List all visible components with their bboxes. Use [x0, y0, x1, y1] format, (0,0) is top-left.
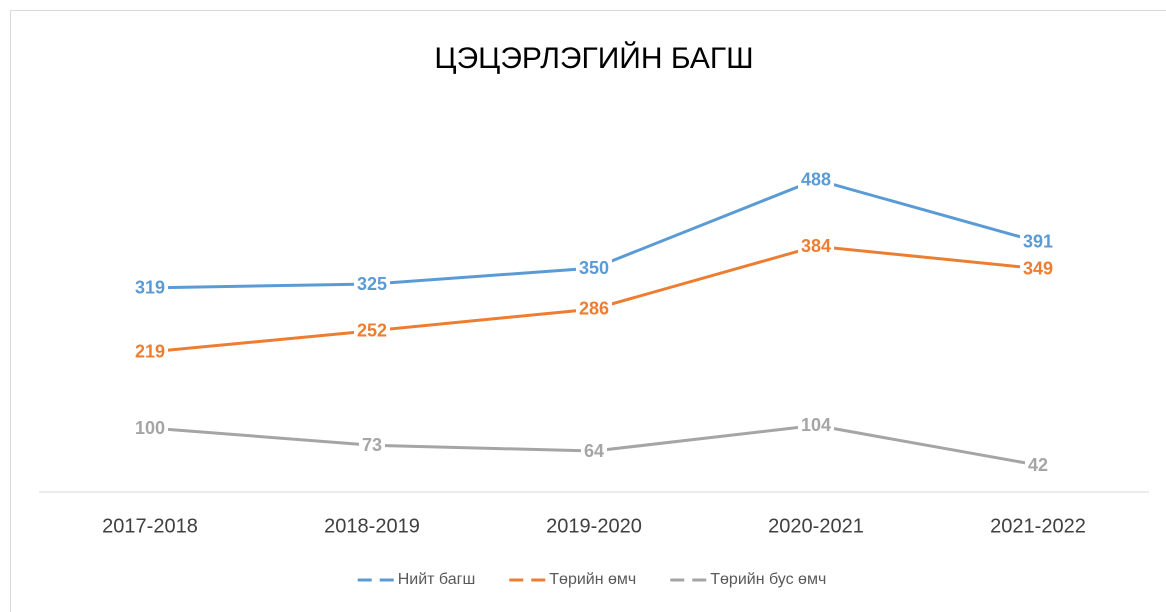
data-label-bg — [1019, 231, 1057, 252]
data-label-bg — [353, 320, 391, 341]
data-label-bg — [797, 415, 835, 436]
data-label: 252 — [357, 320, 387, 340]
x-tick-label: 2019-2020 — [546, 515, 642, 537]
data-label: 319 — [135, 278, 165, 298]
data-label: 42 — [1028, 455, 1048, 475]
data-label-bg — [797, 235, 835, 256]
data-label-bg — [358, 435, 386, 456]
data-label-bg — [580, 440, 608, 461]
data-label-bg — [1024, 454, 1052, 475]
legend-label: Нийт багш — [398, 571, 476, 588]
data-label-bg — [131, 417, 169, 438]
data-label-bg — [575, 298, 613, 319]
data-label-bg — [797, 169, 835, 190]
data-label-bg — [131, 341, 169, 362]
data-label: 73 — [362, 435, 382, 455]
data-label: 384 — [801, 236, 831, 256]
data-label: 325 — [357, 274, 387, 294]
data-label: 488 — [801, 169, 831, 189]
data-label-bg — [1019, 258, 1057, 279]
x-tick-label: 2018-2019 — [324, 515, 420, 537]
data-label: 391 — [1023, 232, 1053, 252]
x-tick-label: 2020-2021 — [768, 515, 864, 537]
data-label-bg — [575, 257, 613, 278]
data-label-bg — [353, 273, 391, 294]
x-tick-label: 2021-2022 — [990, 515, 1086, 537]
chart-title: ЦЭЦЭРЛЭГИЙН БАГШ — [434, 41, 753, 75]
data-label: 100 — [135, 418, 165, 438]
data-label: 104 — [801, 415, 831, 435]
data-label: 349 — [1023, 258, 1053, 278]
x-tick-label: 2017-2018 — [102, 515, 198, 537]
data-label: 350 — [579, 258, 609, 278]
data-label: 219 — [135, 342, 165, 362]
legend-label: Төрийн бус өмч — [710, 571, 826, 588]
data-label: 64 — [584, 441, 604, 461]
data-label-bg — [131, 277, 169, 298]
legend-label: Төрийн өмч — [549, 571, 636, 588]
data-label: 286 — [579, 299, 609, 319]
